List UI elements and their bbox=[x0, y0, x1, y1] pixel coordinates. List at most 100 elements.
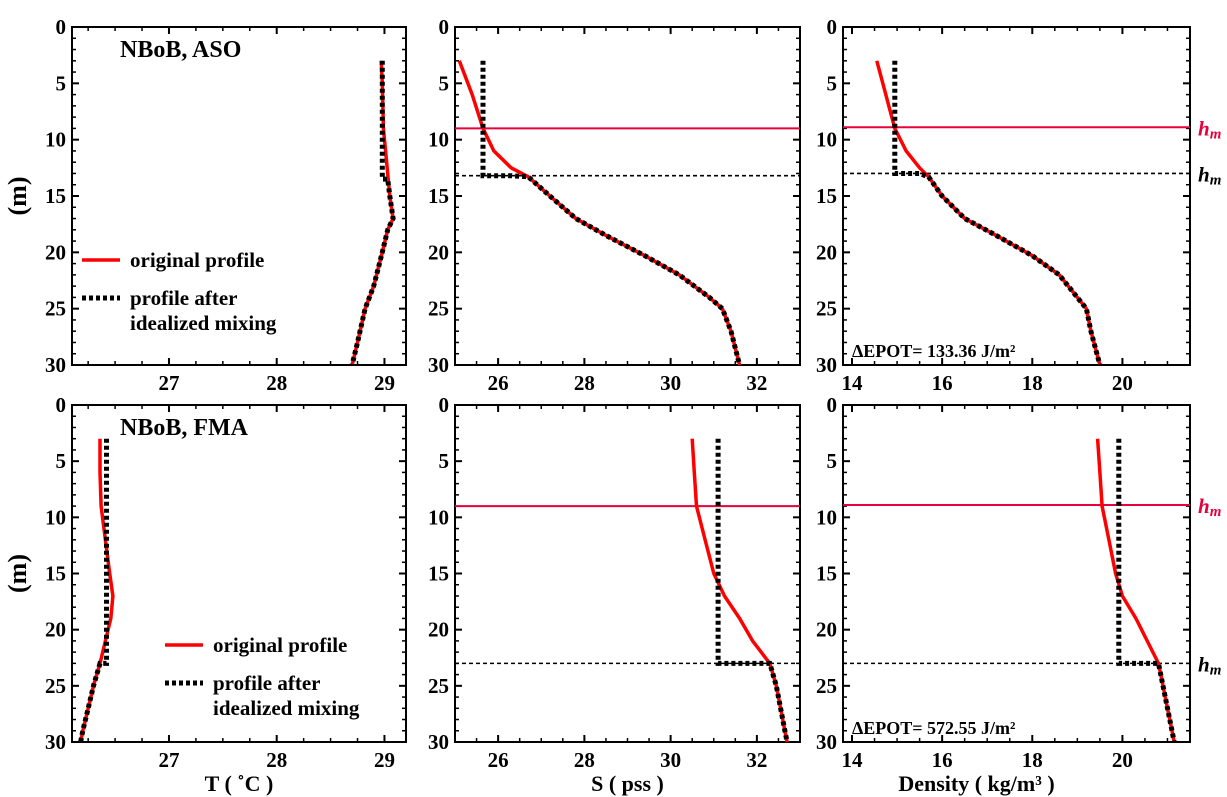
y-tick-label: 25 bbox=[816, 297, 837, 321]
y-tick-label: 25 bbox=[45, 674, 66, 698]
y-tick-label: 10 bbox=[428, 128, 449, 152]
x-tick-label: 26 bbox=[488, 748, 509, 772]
y-tick-label: 10 bbox=[45, 505, 66, 529]
y-tick-label: 5 bbox=[56, 449, 67, 473]
y-tick-label: 20 bbox=[45, 618, 66, 642]
y-tick-label: 30 bbox=[428, 730, 449, 754]
x-tick-label: 20 bbox=[1112, 371, 1133, 395]
y-tick-label: 30 bbox=[816, 730, 837, 754]
y-tick-label: 5 bbox=[439, 71, 450, 95]
y-tick-label: 0 bbox=[827, 393, 838, 417]
y-tick-label: 10 bbox=[428, 505, 449, 529]
series-original-profile bbox=[690, 438, 789, 743]
hm-label-sub: m bbox=[1210, 126, 1222, 142]
series-after-mixing bbox=[78, 438, 109, 743]
epot-annotation: ΔEPOT= 572.55 J/m² bbox=[852, 718, 1015, 738]
y-tick-label: 5 bbox=[827, 449, 838, 473]
legend-label-mixed-2: idealized mixing bbox=[130, 311, 277, 335]
series-after-mixing bbox=[1116, 438, 1177, 743]
x-tick-label: 29 bbox=[374, 748, 395, 772]
y-tick-label: 20 bbox=[816, 240, 837, 264]
y-tick-label: 0 bbox=[56, 393, 67, 417]
x-tick-label: 20 bbox=[1112, 748, 1133, 772]
epot-annotation: ΔEPOT= 133.36 J/m² bbox=[852, 341, 1015, 361]
y-tick-label: 10 bbox=[45, 128, 66, 152]
y-tick-label: 0 bbox=[56, 15, 67, 39]
x-tick-label: 28 bbox=[574, 748, 595, 772]
y-tick-label: 0 bbox=[439, 15, 450, 39]
hm-label: hm bbox=[1198, 162, 1221, 188]
legend-label-original: original profile bbox=[130, 248, 264, 272]
y-tick-label: 20 bbox=[428, 240, 449, 264]
x-axis-label: Density ( kg/m³ ) bbox=[898, 771, 1054, 796]
x-tick-label: 30 bbox=[660, 371, 681, 395]
panel-5: 0 5 10 15 20 25 30 26 28 30 32 S ( pss ) bbox=[428, 393, 801, 796]
panel-1: 0 5 10 15 20 25 30 27 28 29 NBoB, ASO (m) original p… bbox=[3, 15, 407, 395]
y-tick-label: 30 bbox=[816, 353, 837, 377]
series-original-profile bbox=[875, 60, 1102, 366]
x-tick-label: 32 bbox=[746, 748, 767, 772]
y-axis-label: (m) bbox=[3, 554, 32, 593]
legend-label-mixed-1: profile after bbox=[213, 671, 320, 695]
series-original-profile bbox=[350, 60, 395, 366]
y-tick-label: 15 bbox=[428, 184, 449, 208]
x-tick-label: 16 bbox=[932, 371, 953, 395]
legend-label-original: original profile bbox=[213, 633, 347, 657]
panel-title: NBoB, FMA bbox=[120, 415, 249, 441]
y-tick-label: 25 bbox=[45, 297, 66, 321]
legend-label-mixed-2: idealized mixing bbox=[213, 696, 360, 720]
x-tick-label: 30 bbox=[660, 748, 681, 772]
x-tick-label: 32 bbox=[746, 371, 767, 395]
x-tick-label: 29 bbox=[374, 371, 395, 395]
y-tick-label: 10 bbox=[816, 505, 837, 529]
panel-title: NBoB, ASO bbox=[120, 37, 241, 63]
y-tick-label: 20 bbox=[428, 618, 449, 642]
hm-label-h: h bbox=[1198, 652, 1210, 676]
series-original-profile bbox=[78, 438, 115, 743]
hm-label-sub: m bbox=[1210, 662, 1222, 678]
series-original-profile bbox=[457, 60, 742, 366]
y-tick-label: 10 bbox=[816, 128, 837, 152]
x-tick-label: 16 bbox=[932, 748, 953, 772]
y-tick-label: 20 bbox=[816, 618, 837, 642]
x-tick-label: 27 bbox=[158, 371, 179, 395]
series-after-mixing bbox=[349, 60, 396, 366]
y-tick-label: 15 bbox=[428, 562, 449, 586]
y-tick-label: 20 bbox=[45, 240, 66, 264]
y-tick-label: 25 bbox=[816, 674, 837, 698]
x-tick-label: 26 bbox=[488, 371, 509, 395]
legend-label-mixed-1: profile after bbox=[130, 286, 237, 310]
hm-label-h: h bbox=[1198, 162, 1210, 186]
y-tick-label: 30 bbox=[428, 353, 449, 377]
y-axis-label: (m) bbox=[3, 177, 32, 216]
plot-frame bbox=[842, 404, 1191, 743]
series-after-mixing bbox=[892, 60, 1103, 366]
x-tick-label: 28 bbox=[574, 371, 595, 395]
y-tick-label: 5 bbox=[827, 71, 838, 95]
x-tick-label: 18 bbox=[1022, 748, 1043, 772]
panel-4: 0 5 10 15 20 25 30 27 28 29 NBoB, FMA T ( ˚C ) (m) or… bbox=[3, 393, 407, 796]
x-tick-label: 14 bbox=[842, 748, 864, 772]
y-tick-label: 0 bbox=[439, 393, 450, 417]
plot-frame bbox=[454, 404, 801, 743]
y-tick-label: 15 bbox=[45, 562, 66, 586]
y-tick-label: 5 bbox=[439, 449, 450, 473]
panel-2: 0 5 10 15 20 25 30 26 28 30 32 bbox=[428, 15, 801, 395]
hm-label: hm bbox=[1198, 652, 1221, 678]
y-tick-label: 15 bbox=[45, 184, 66, 208]
y-tick-label: 5 bbox=[56, 71, 67, 95]
y-tick-label: 15 bbox=[816, 184, 837, 208]
series-after-mixing bbox=[715, 438, 790, 743]
x-tick-label: 28 bbox=[266, 371, 287, 395]
hm-label: hm bbox=[1198, 116, 1221, 142]
y-tick-label: 15 bbox=[816, 562, 837, 586]
hm-label-sub: m bbox=[1210, 172, 1222, 188]
y-tick-label: 25 bbox=[428, 674, 449, 698]
plot-frame bbox=[454, 26, 801, 366]
y-tick-label: 30 bbox=[45, 730, 66, 754]
x-axis-label: S ( pss ) bbox=[591, 771, 664, 796]
x-tick-label: 18 bbox=[1022, 371, 1043, 395]
